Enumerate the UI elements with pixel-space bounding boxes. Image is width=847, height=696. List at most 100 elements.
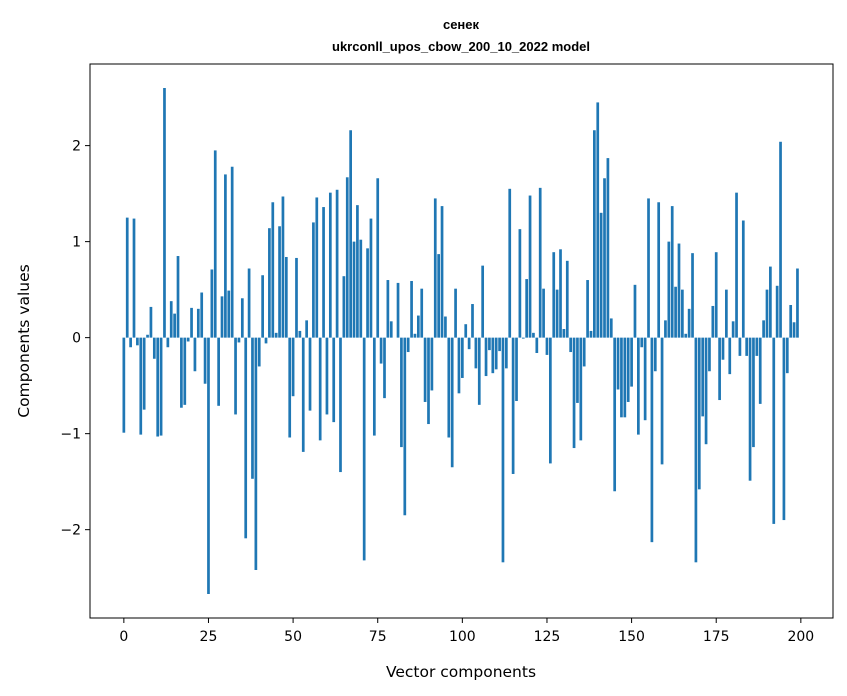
bar-170 bbox=[697, 337, 701, 490]
bar-179 bbox=[728, 337, 732, 375]
bar-151 bbox=[633, 284, 637, 338]
bar-111 bbox=[498, 337, 501, 352]
y-tick-label: 0 bbox=[72, 331, 81, 347]
x-tick-label: 175 bbox=[703, 629, 730, 645]
bar-156 bbox=[650, 337, 654, 543]
bar-191 bbox=[769, 266, 772, 338]
bar-160 bbox=[664, 320, 667, 338]
bar-17 bbox=[180, 337, 183, 408]
bar-134 bbox=[576, 337, 579, 403]
bar-198 bbox=[792, 322, 796, 338]
bar-74 bbox=[372, 337, 376, 436]
bar-81 bbox=[396, 282, 400, 338]
bar-152 bbox=[637, 337, 640, 435]
bar-14 bbox=[169, 301, 173, 338]
x-axis-label: Vector components bbox=[386, 663, 536, 681]
bar-117 bbox=[518, 229, 522, 338]
bar-34 bbox=[237, 337, 241, 343]
bar-114 bbox=[508, 188, 512, 338]
bar-69 bbox=[356, 205, 359, 338]
bar-12 bbox=[163, 88, 166, 338]
y-axis-label: Components values bbox=[15, 264, 33, 417]
bar-56 bbox=[312, 222, 315, 338]
bar-126 bbox=[549, 337, 552, 464]
bar-78 bbox=[386, 280, 390, 338]
bar-135 bbox=[579, 337, 583, 441]
bar-4 bbox=[136, 337, 139, 346]
bar-33 bbox=[234, 337, 237, 415]
bar-8 bbox=[149, 306, 153, 338]
bar-45 bbox=[274, 332, 278, 338]
bar-31 bbox=[227, 290, 231, 338]
bar-16 bbox=[176, 256, 180, 338]
bar-107 bbox=[484, 337, 488, 377]
bar-177 bbox=[721, 337, 725, 360]
bar-174 bbox=[711, 305, 715, 338]
bar-175 bbox=[714, 252, 718, 338]
bar-176 bbox=[718, 337, 721, 401]
bar-142 bbox=[603, 178, 606, 338]
bar-146 bbox=[616, 337, 620, 390]
bar-130 bbox=[562, 328, 566, 338]
bar-164 bbox=[677, 243, 681, 338]
bar-196 bbox=[785, 337, 789, 374]
bar-13 bbox=[166, 337, 170, 348]
bar-70 bbox=[359, 239, 363, 338]
bar-189 bbox=[762, 320, 765, 338]
bar-39 bbox=[254, 337, 258, 570]
bar-118 bbox=[521, 337, 525, 339]
bar-145 bbox=[613, 337, 617, 492]
bar-98 bbox=[454, 288, 457, 338]
bar-64 bbox=[339, 337, 342, 473]
bar-171 bbox=[701, 337, 705, 417]
x-axis-ticks: 0 25 50 75 100 125 150 175 200 bbox=[119, 618, 814, 645]
bar-32 bbox=[230, 166, 234, 338]
bar-182 bbox=[738, 337, 742, 356]
bar-76 bbox=[379, 337, 383, 364]
bar-29 bbox=[220, 296, 224, 338]
x-tick-label: 150 bbox=[618, 629, 645, 645]
bar-141 bbox=[599, 212, 603, 338]
bar-188 bbox=[758, 337, 762, 404]
bar-166 bbox=[684, 333, 688, 338]
bar-167 bbox=[687, 308, 691, 338]
bar-169 bbox=[694, 337, 698, 563]
bar-63 bbox=[335, 189, 339, 338]
bar-162 bbox=[670, 206, 674, 338]
bar-96 bbox=[447, 337, 451, 438]
bar-25 bbox=[207, 337, 210, 594]
bar-68 bbox=[352, 241, 356, 338]
y-tick-label: 1 bbox=[72, 235, 81, 251]
bar-144 bbox=[609, 318, 613, 338]
bar-26 bbox=[210, 269, 214, 338]
bar-18 bbox=[183, 337, 187, 405]
bar-168 bbox=[691, 253, 694, 338]
y-tick-label: −1 bbox=[60, 427, 81, 443]
bar-27 bbox=[213, 150, 217, 338]
bar-147 bbox=[620, 337, 623, 418]
bar-113 bbox=[504, 337, 508, 369]
bar-112 bbox=[501, 337, 505, 563]
y-tick-label: −2 bbox=[60, 523, 81, 539]
bar-65 bbox=[342, 276, 346, 338]
bar-165 bbox=[681, 289, 684, 338]
bar-87 bbox=[416, 315, 420, 338]
bar-108 bbox=[488, 337, 491, 351]
bar-36 bbox=[244, 337, 248, 539]
bar-157 bbox=[653, 337, 657, 372]
bar-131 bbox=[565, 260, 569, 338]
bar-106 bbox=[481, 265, 485, 338]
bar-104 bbox=[474, 337, 478, 369]
bar-86 bbox=[413, 333, 417, 338]
bar-11 bbox=[159, 337, 163, 436]
bar-66 bbox=[345, 177, 349, 338]
bar-153 bbox=[640, 337, 644, 348]
bar-6 bbox=[142, 337, 146, 410]
bar-199 bbox=[796, 268, 799, 338]
bar-125 bbox=[545, 337, 549, 355]
bar-150 bbox=[630, 337, 633, 387]
bar-35 bbox=[240, 298, 244, 338]
bar-23 bbox=[200, 292, 204, 338]
bar-20 bbox=[190, 307, 193, 338]
